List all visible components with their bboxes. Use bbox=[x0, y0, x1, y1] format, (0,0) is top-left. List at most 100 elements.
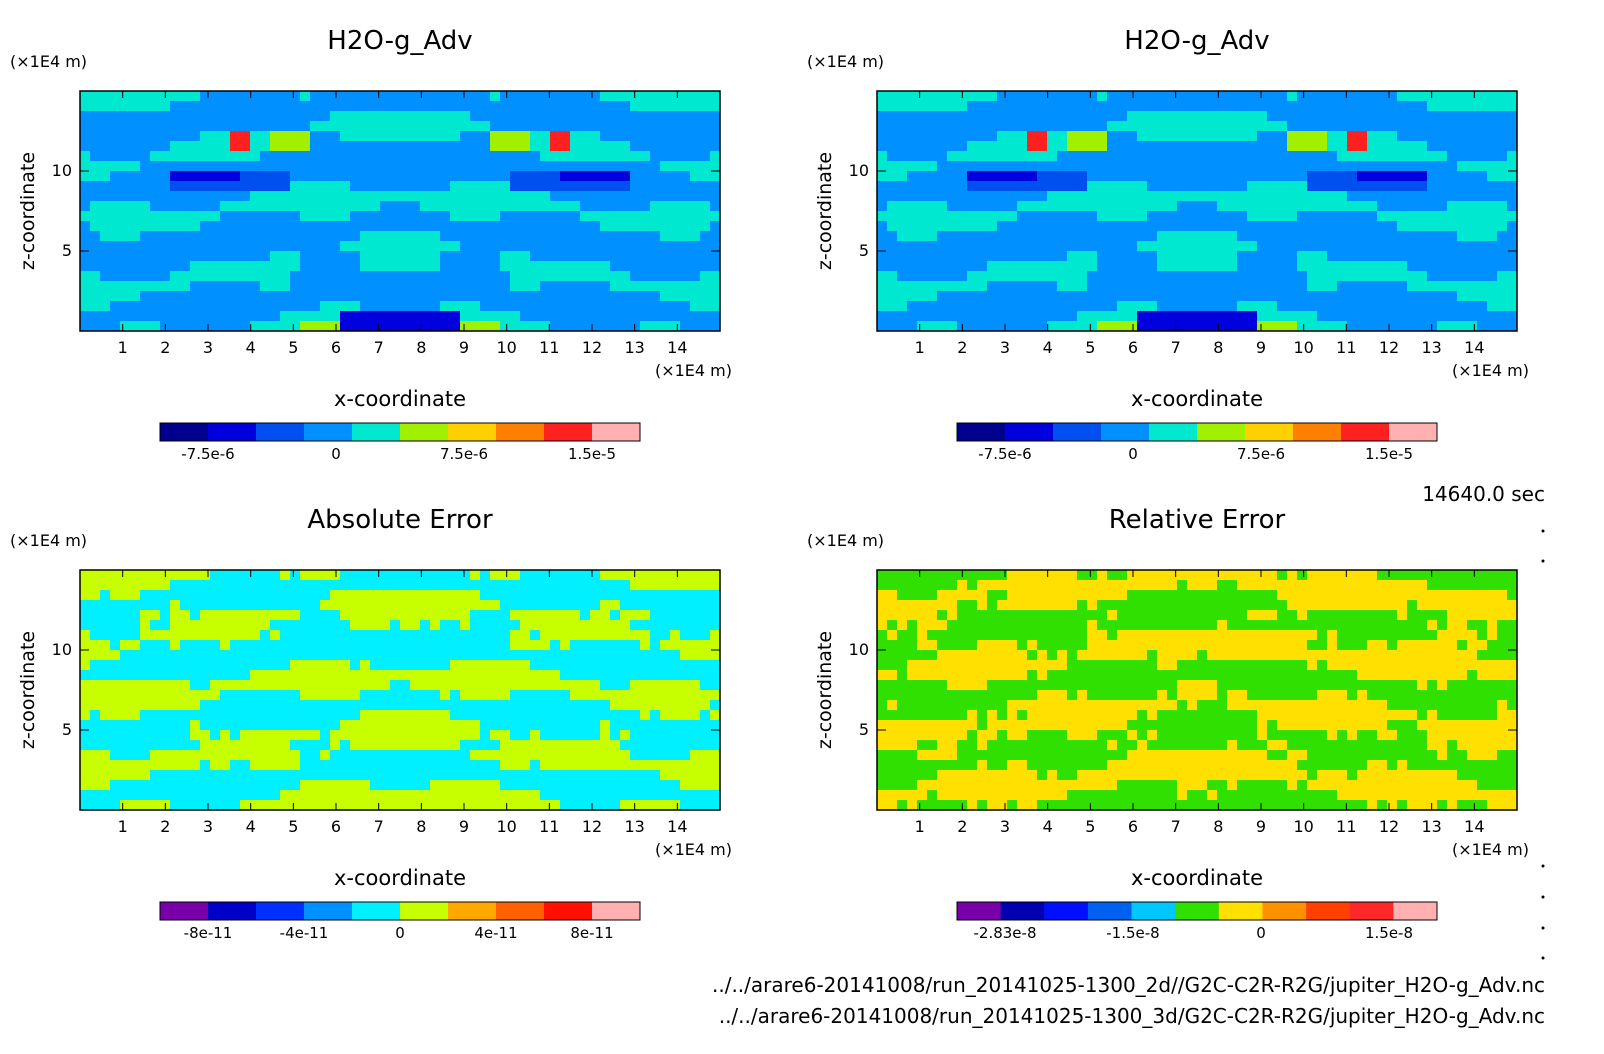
heatmap-cell bbox=[1177, 211, 1188, 222]
heatmap-cell bbox=[1367, 291, 1378, 302]
heatmap-cell bbox=[700, 181, 711, 192]
heatmap-cell bbox=[460, 121, 471, 132]
heatmap-cell bbox=[967, 321, 978, 332]
heatmap-cell bbox=[650, 121, 661, 132]
heatmap-cell bbox=[670, 221, 681, 232]
heatmap-cell bbox=[340, 720, 351, 731]
heatmap-cell bbox=[150, 321, 161, 332]
heatmap-cell bbox=[570, 171, 581, 182]
heatmap-cell bbox=[550, 610, 561, 621]
heatmap-cell bbox=[530, 700, 541, 711]
heatmap-cell bbox=[897, 191, 908, 202]
heatmap-cell bbox=[500, 600, 511, 611]
colorbar-swatch bbox=[304, 423, 353, 441]
heatmap-cell bbox=[490, 301, 501, 312]
heatmap-cell bbox=[210, 141, 221, 152]
heatmap-cell bbox=[350, 161, 361, 172]
heatmap-cell bbox=[1047, 281, 1058, 292]
heatmap-cell bbox=[710, 131, 721, 142]
heatmap-cell bbox=[907, 151, 918, 162]
heatmap-cell bbox=[1377, 321, 1388, 332]
heatmap-cell bbox=[1457, 151, 1468, 162]
heatmap-cell bbox=[470, 760, 481, 771]
heatmap-cell bbox=[450, 161, 461, 172]
heatmap-cell bbox=[550, 111, 561, 122]
heatmap-cell bbox=[120, 191, 131, 202]
heatmap-cell bbox=[350, 800, 361, 811]
heatmap-cell bbox=[690, 231, 701, 242]
heatmap-cell bbox=[1477, 131, 1488, 142]
heatmap-cell bbox=[250, 201, 261, 212]
heatmap-cell bbox=[977, 570, 988, 581]
heatmap-cell bbox=[1477, 221, 1488, 232]
heatmap-cell bbox=[340, 111, 351, 122]
heatmap-cell bbox=[200, 590, 211, 601]
heatmap-cell bbox=[200, 790, 211, 801]
heatmap-cell bbox=[907, 221, 918, 232]
heatmap-cell bbox=[230, 620, 241, 631]
heatmap-cell bbox=[927, 171, 938, 182]
heatmap-cell bbox=[510, 770, 521, 781]
heatmap-cell bbox=[1227, 201, 1238, 212]
heatmap-cell bbox=[290, 261, 301, 272]
heatmap-cell bbox=[130, 241, 141, 252]
heatmap-cell bbox=[1437, 191, 1448, 202]
heatmap-cell bbox=[290, 271, 301, 282]
heatmap-cell bbox=[1187, 241, 1198, 252]
heatmap-cell bbox=[170, 580, 181, 591]
heatmap-cell bbox=[550, 780, 561, 791]
heatmap-cell bbox=[590, 620, 601, 631]
heatmap-cell bbox=[1107, 311, 1118, 322]
heatmap-cell bbox=[1377, 570, 1388, 581]
heatmap-cell bbox=[350, 620, 361, 631]
heatmap-cell bbox=[1087, 121, 1098, 132]
heatmap-cell bbox=[590, 221, 601, 232]
heatmap-cell bbox=[480, 720, 491, 731]
heatmap-cell bbox=[540, 301, 551, 312]
heatmap-cell bbox=[1057, 161, 1068, 172]
heatmap-cell bbox=[1457, 271, 1468, 282]
heatmap-cell bbox=[1487, 131, 1498, 142]
heatmap-cell bbox=[430, 211, 441, 222]
heatmap-cell bbox=[1037, 121, 1048, 132]
heatmap-cell bbox=[190, 640, 201, 651]
heatmap-cell bbox=[330, 91, 341, 102]
heatmap-cell bbox=[580, 740, 591, 751]
heatmap-cell bbox=[1127, 221, 1138, 232]
heatmap-cell bbox=[610, 191, 621, 202]
heatmap-cell bbox=[180, 570, 191, 581]
x-unit-label: (×1E4 m) bbox=[655, 840, 732, 859]
x-tick-label: 12 bbox=[1379, 338, 1399, 357]
heatmap-cell bbox=[510, 201, 521, 212]
heatmap-cell bbox=[937, 181, 948, 192]
heatmap-cell bbox=[1057, 281, 1068, 292]
heatmap-cell bbox=[260, 221, 271, 232]
heatmap-cell bbox=[290, 181, 301, 192]
heatmap-cell bbox=[1057, 101, 1068, 112]
heatmap-cell bbox=[430, 111, 441, 122]
heatmap-cell bbox=[490, 720, 501, 731]
heatmap-cell bbox=[1037, 301, 1048, 312]
heatmap-cell bbox=[550, 321, 561, 332]
heatmap-cell bbox=[230, 750, 241, 761]
heatmap-cell bbox=[1307, 580, 1318, 591]
heatmap-cell bbox=[1267, 311, 1278, 322]
heatmap-cell bbox=[90, 301, 101, 312]
heatmap-cell bbox=[500, 281, 511, 292]
heatmap-cell bbox=[140, 131, 151, 142]
heatmap-cell bbox=[1187, 181, 1198, 192]
heatmap-cell bbox=[690, 640, 701, 651]
heatmap-cell bbox=[1507, 580, 1518, 591]
heatmap-cell bbox=[240, 191, 251, 202]
heatmap-cell bbox=[1487, 101, 1498, 112]
heatmap-cell bbox=[410, 570, 421, 581]
heatmap-cell bbox=[1477, 111, 1488, 122]
x-tick-label: 3 bbox=[1000, 338, 1010, 357]
heatmap-cell bbox=[1267, 101, 1278, 112]
x-tick-label: 13 bbox=[624, 817, 644, 836]
heatmap-cell bbox=[470, 221, 481, 232]
heatmap-cell bbox=[300, 710, 311, 721]
heatmap-cell bbox=[210, 660, 221, 671]
heatmap-cell bbox=[1227, 580, 1238, 591]
heatmap-cell bbox=[190, 151, 201, 162]
